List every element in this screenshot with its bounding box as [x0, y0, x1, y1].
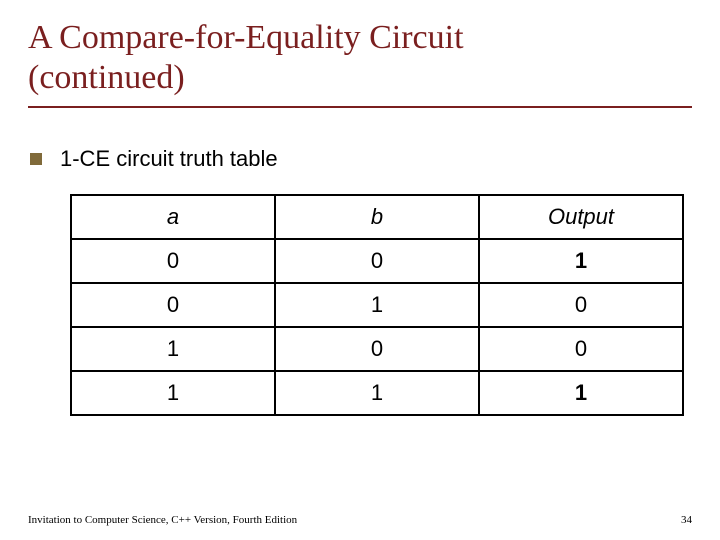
cell: 1 — [479, 239, 683, 283]
col-header-output: Output — [479, 195, 683, 239]
title-line-2: (continued) — [28, 58, 692, 98]
cell: 0 — [479, 283, 683, 327]
bullet-text: 1-CE circuit truth table — [60, 146, 278, 172]
cell: 0 — [71, 283, 275, 327]
col-header-b: b — [275, 195, 479, 239]
table-row: 0 0 1 — [71, 239, 683, 283]
cell: 1 — [71, 327, 275, 371]
cell: 0 — [275, 239, 479, 283]
footer-source: Invitation to Computer Science, C++ Vers… — [28, 514, 297, 526]
cell: 1 — [275, 283, 479, 327]
col-header-a: a — [71, 195, 275, 239]
cell: 1 — [71, 371, 275, 415]
cell: 0 — [71, 239, 275, 283]
table-header-row: a b Output — [71, 195, 683, 239]
cell: 0 — [479, 327, 683, 371]
cell: 0 — [275, 327, 479, 371]
cell: 1 — [479, 371, 683, 415]
table-row: 1 0 0 — [71, 327, 683, 371]
title-line-1: A Compare-for-Equality Circuit — [28, 18, 692, 58]
table-body: 0 0 1 0 1 0 1 0 0 1 1 1 — [71, 239, 683, 415]
title-underline — [28, 106, 692, 108]
bullet-item: 1-CE circuit truth table — [30, 146, 692, 172]
table-row: 1 1 1 — [71, 371, 683, 415]
square-bullet-icon — [30, 153, 42, 165]
slide-title: A Compare-for-Equality Circuit (continue… — [28, 18, 692, 108]
table-row: 0 1 0 — [71, 283, 683, 327]
truth-table: a b Output 0 0 1 0 1 0 1 0 0 1 — [70, 194, 684, 416]
slide-number: 34 — [681, 514, 692, 526]
slide: A Compare-for-Equality Circuit (continue… — [0, 0, 720, 540]
cell: 1 — [275, 371, 479, 415]
